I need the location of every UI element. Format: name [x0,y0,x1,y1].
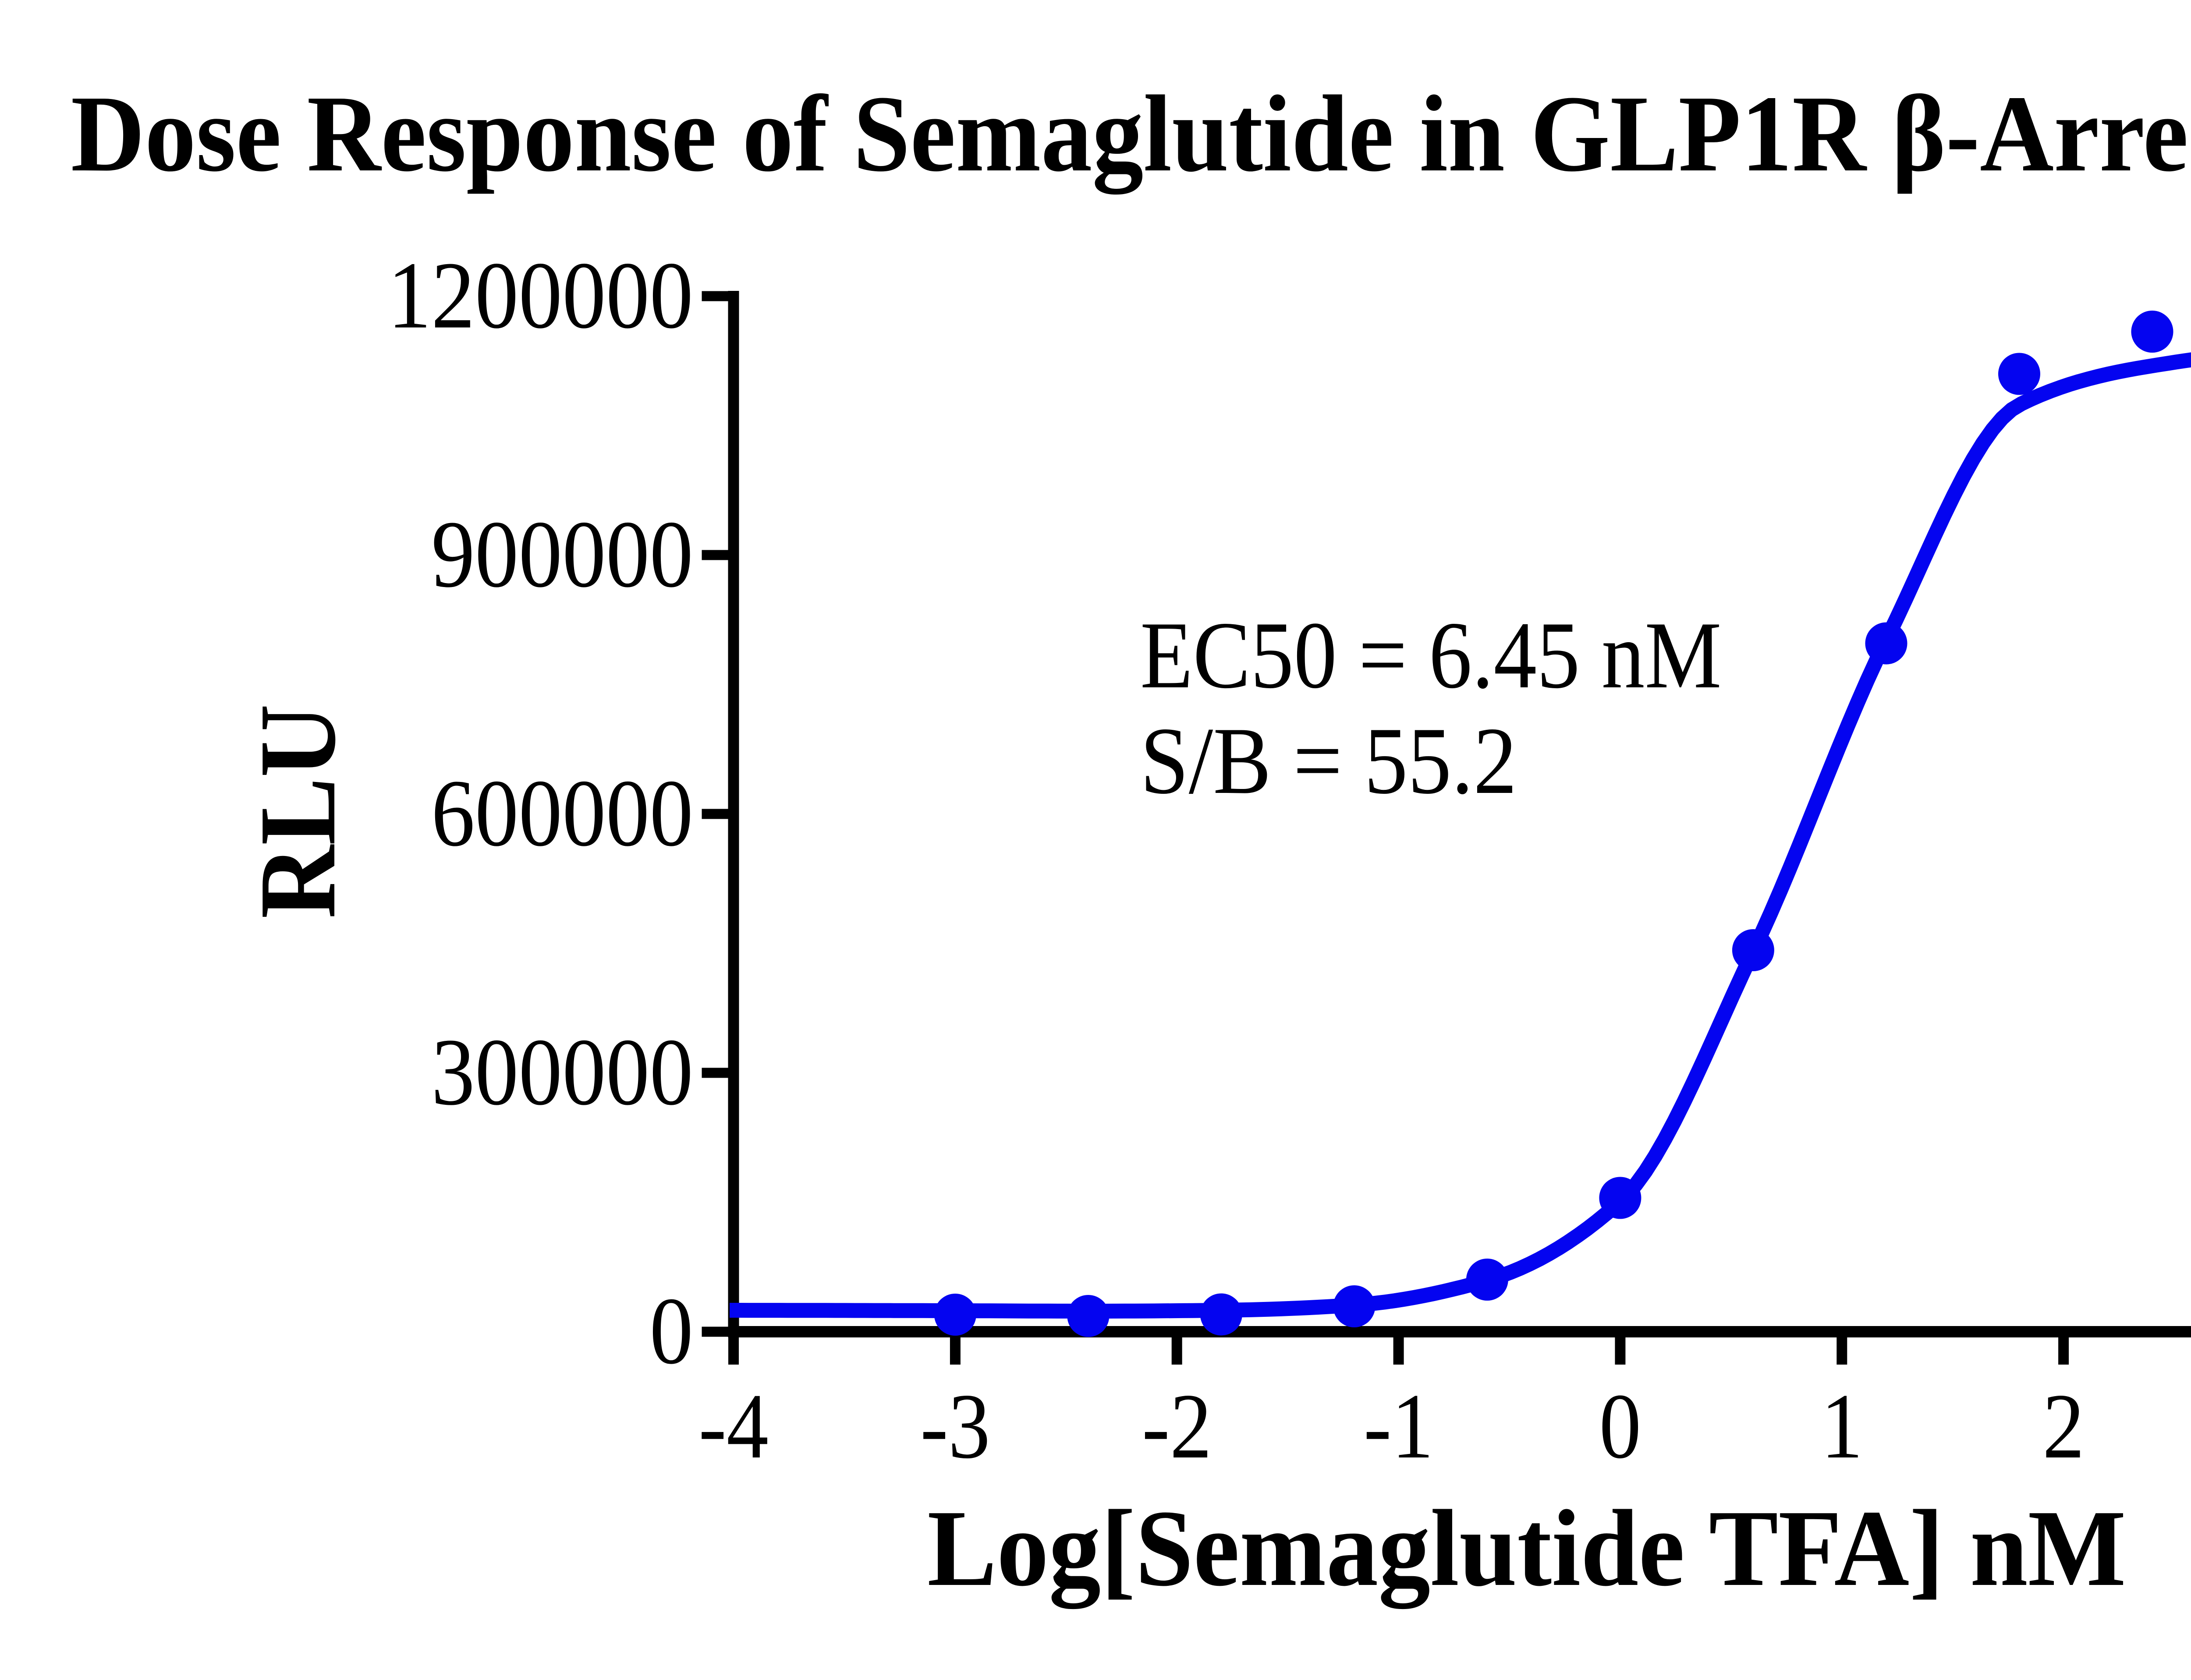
svg-text:600000: 600000 [431,760,693,867]
svg-text:EC50 = 6.45 nM: EC50 = 6.45 nM [1140,602,1722,709]
svg-text:1: 1 [1821,1374,1863,1478]
svg-text:900000: 900000 [431,501,693,608]
svg-text:2: 2 [2042,1374,2085,1478]
svg-text:0: 0 [1599,1374,1641,1478]
svg-text:Log[Semaglutide TFA] nM: Log[Semaglutide TFA] nM [927,1488,2126,1609]
svg-text:300000: 300000 [431,1019,693,1125]
svg-text:RLU: RLU [237,704,358,919]
svg-text:-1: -1 [1364,1374,1434,1478]
svg-text:Dose Response of Semaglutide i: Dose Response of Semaglutide in GLP1R β-… [71,65,2191,195]
svg-text:-3: -3 [920,1374,990,1478]
svg-text:0: 0 [649,1278,693,1384]
svg-text:-4: -4 [698,1374,769,1478]
svg-text:1200000: 1200000 [388,242,693,349]
svg-text:S/B = 55.2: S/B = 55.2 [1140,707,1517,814]
svg-text:-2: -2 [1142,1374,1212,1478]
